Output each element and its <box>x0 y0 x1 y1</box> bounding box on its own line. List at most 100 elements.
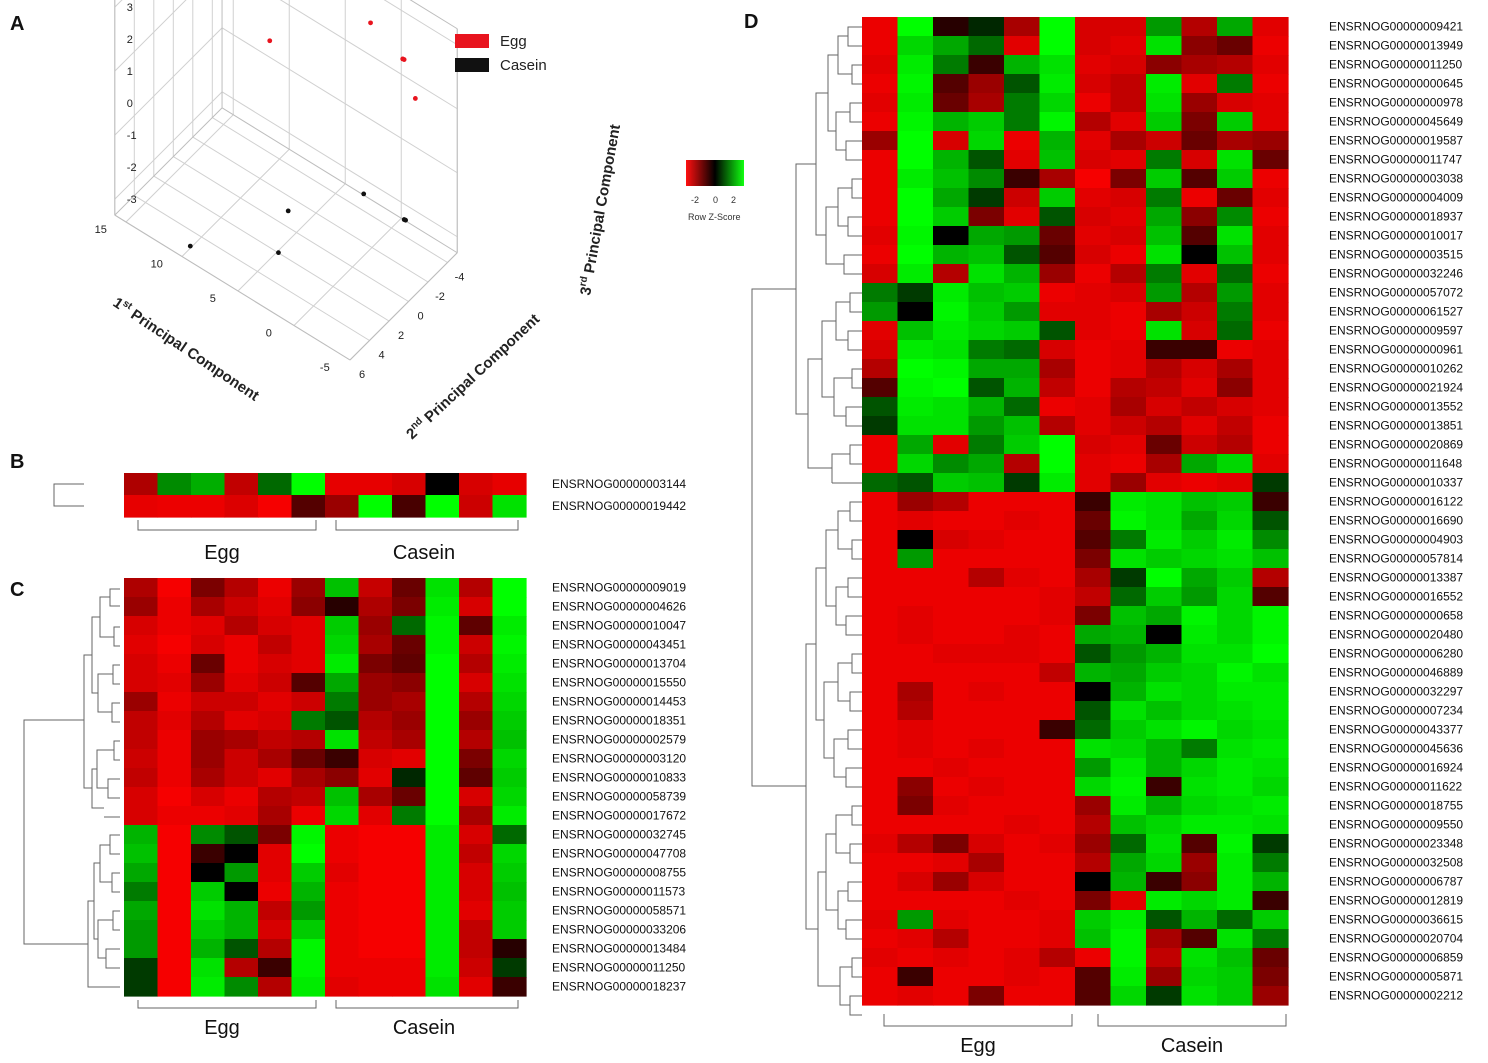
heatmap-cell <box>124 882 159 902</box>
heatmap-cell <box>862 891 899 911</box>
heatmap-cell <box>224 806 259 826</box>
heatmap-cell <box>968 853 1005 873</box>
heatmap-cell <box>1181 644 1218 664</box>
heatmap-cell <box>1110 473 1147 493</box>
heatmap-cell <box>1217 17 1254 37</box>
heatmap-cell <box>1110 777 1147 797</box>
heatmap-cell <box>1252 929 1289 949</box>
gene-label: ENSRNOG00000003038 <box>1329 172 1463 186</box>
heatmap-cell <box>1217 644 1254 664</box>
heatmap-cell <box>1181 454 1218 474</box>
heatmap-cell <box>1039 150 1076 170</box>
heatmap-cell <box>1075 511 1112 531</box>
heatmap-cell <box>1075 549 1112 569</box>
heatmap-cell <box>1110 796 1147 816</box>
heatmap-cell <box>897 929 934 949</box>
heatmap-cell <box>124 473 159 496</box>
heatmap-cell <box>1110 321 1147 341</box>
heatmap-cell <box>897 245 934 265</box>
pc2-tick-label: 0 <box>417 311 423 323</box>
heatmap-cell <box>157 578 192 598</box>
heatmap-cell <box>933 397 970 417</box>
heatmap-cell <box>258 825 293 845</box>
heatmap-cell <box>1075 796 1112 816</box>
heatmap-cell <box>459 882 494 902</box>
box-edge <box>409 0 458 30</box>
heatmap-cell <box>1181 967 1218 987</box>
heatmap-cell <box>291 616 326 636</box>
heatmap-cell <box>897 644 934 664</box>
gene-label: ENSRNOG00000061527 <box>1329 305 1463 319</box>
heatmap-cell <box>459 806 494 826</box>
heatmap-cell <box>897 207 934 227</box>
heatmap-cell <box>1075 739 1112 759</box>
heatmap-cell <box>1181 682 1218 702</box>
heatmap-cell <box>325 844 360 864</box>
heatmap-cell <box>1075 378 1112 398</box>
heatmap-cell <box>224 768 259 788</box>
heatmap-cell <box>325 616 360 636</box>
gene-label: ENSRNOG00000009550 <box>1329 818 1463 832</box>
heatmap-cell <box>157 882 192 902</box>
heatmap-cell <box>392 768 427 788</box>
heatmap-cell <box>897 74 934 94</box>
heatmap-cell <box>968 302 1005 322</box>
heatmap-cell <box>1217 663 1254 683</box>
heatmap-cell <box>1004 245 1041 265</box>
heatmap-cell <box>124 692 159 712</box>
heatmap-cell <box>157 692 192 712</box>
heatmap-cell <box>862 131 899 151</box>
heatmap-cell <box>1217 245 1254 265</box>
pc3-tick-label: 3 <box>127 2 133 14</box>
heatmap-cell <box>492 863 527 883</box>
heatmap-cell <box>191 616 226 636</box>
heatmap-cell <box>358 901 393 921</box>
heatmap-cell <box>459 768 494 788</box>
heatmap-cell <box>1181 815 1218 835</box>
heatmap-cell <box>1075 891 1112 911</box>
heatmap-cell <box>157 863 192 883</box>
heatmap-cell <box>1252 397 1289 417</box>
heatmap-cell <box>459 578 494 598</box>
heatmap-cell <box>425 825 460 845</box>
heatmap-cell <box>358 616 393 636</box>
heatmap-cell <box>968 568 1005 588</box>
heatmap-cell <box>1110 644 1147 664</box>
heatmap-cell <box>897 150 934 170</box>
heatmap-cell <box>1217 777 1254 797</box>
heatmap-cell <box>1110 853 1147 873</box>
heatmap-cell <box>492 495 527 518</box>
heatmap-cell <box>124 654 159 674</box>
heatmap-cell <box>933 302 970 322</box>
gene-label: ENSRNOG00000009597 <box>1329 324 1463 338</box>
heatmap-cell <box>862 777 899 797</box>
heatmap-cell <box>1039 435 1076 455</box>
color-key-gradient <box>686 160 744 186</box>
panel-label-a: A <box>10 13 24 35</box>
heatmap-cell <box>1039 264 1076 284</box>
heatmap-cell <box>1217 606 1254 626</box>
heatmap-cell <box>1039 701 1076 721</box>
heatmap-cell <box>1181 112 1218 132</box>
heatmap-cell <box>1039 739 1076 759</box>
grid-line <box>279 0 458 110</box>
heatmap-cell <box>897 853 934 873</box>
heatmap-cell <box>1110 701 1147 721</box>
gene-label: ENSRNOG00000018237 <box>552 980 686 994</box>
heatmap-cell <box>1146 758 1183 778</box>
heatmap-cell <box>258 863 293 883</box>
box-edge <box>221 107 458 254</box>
pc3-tick-label: 2 <box>127 34 133 46</box>
gene-label: ENSRNOG00000010262 <box>1329 362 1463 376</box>
heatmap-cell <box>1075 397 1112 417</box>
heatmap-cell <box>862 188 899 208</box>
gene-label: ENSRNOG00000010337 <box>1329 476 1463 490</box>
heatmap-cell <box>1146 872 1183 892</box>
heatmap-cell <box>392 844 427 864</box>
heatmap-cell <box>1146 207 1183 227</box>
heatmap-cell <box>1110 454 1147 474</box>
heatmap-cell <box>897 17 934 37</box>
heatmap-cell <box>897 112 934 132</box>
heatmap-cell <box>1252 606 1289 626</box>
heatmap-cell <box>1217 587 1254 607</box>
